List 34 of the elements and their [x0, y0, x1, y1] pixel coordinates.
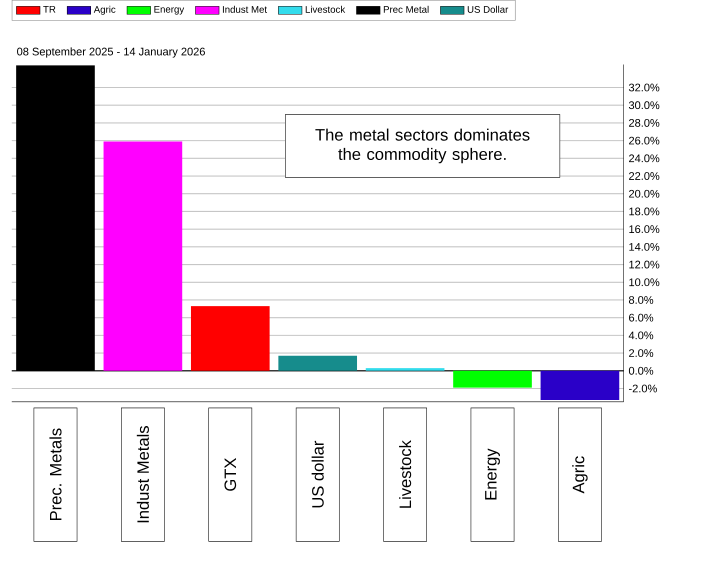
- y-tick-label: -2.0%: [628, 384, 657, 393]
- x-tick-label: Prec. Metals: [49, 428, 62, 520]
- y-tick-label: 8.0%: [628, 296, 654, 304]
- y-tick-label: 4.0%: [628, 332, 654, 340]
- y-tick-label: 12.0%: [629, 260, 660, 269]
- y-tick-label: 2.0%: [629, 349, 654, 358]
- x-tick-label: US dollar: [312, 441, 324, 508]
- y-tick-label: 16.0%: [629, 225, 660, 234]
- y-tick-label: 28.0%: [629, 119, 660, 128]
- x-tick-label: Indust Metals: [136, 426, 149, 523]
- legend-label: TR: [43, 6, 56, 13]
- legend-label: Indust Met: [222, 6, 268, 14]
- y-tick-label: 20.0%: [629, 190, 660, 198]
- y-tick-label: 22.0%: [629, 172, 660, 180]
- y-tick-label: 32.0%: [628, 84, 660, 92]
- legend-label: Energy: [154, 6, 184, 15]
- legend-label: Agric: [94, 6, 116, 16]
- x-tick-label: GTX: [224, 458, 236, 492]
- legend-label: US Dollar: [468, 6, 508, 14]
- y-tick-label: 6.0%: [629, 314, 654, 322]
- y-tick-label: 26.0%: [629, 136, 660, 145]
- x-tick-label: Agric: [572, 456, 588, 494]
- annotation: The metal sectors dominates the commodity sphere.: [315, 128, 530, 164]
- y-tick-label: 0.0%: [628, 367, 654, 375]
- y-tick-label: 30.0%: [628, 102, 660, 110]
- chart-subtitle: 08 September 2025 - 14 January 2026: [17, 48, 205, 58]
- legend-label: Prec Metal: [384, 6, 429, 14]
- legend-label: Livestock: [306, 6, 346, 14]
- x-tick-label: Energy: [485, 448, 500, 500]
- y-tick-label: 18.0%: [629, 208, 660, 216]
- x-tick-label: Livestock: [399, 440, 412, 508]
- y-tick-label: 10.0%: [629, 278, 660, 286]
- y-tick-label: 24.0%: [629, 154, 660, 162]
- y-tick-label: 14.0%: [629, 243, 660, 251]
